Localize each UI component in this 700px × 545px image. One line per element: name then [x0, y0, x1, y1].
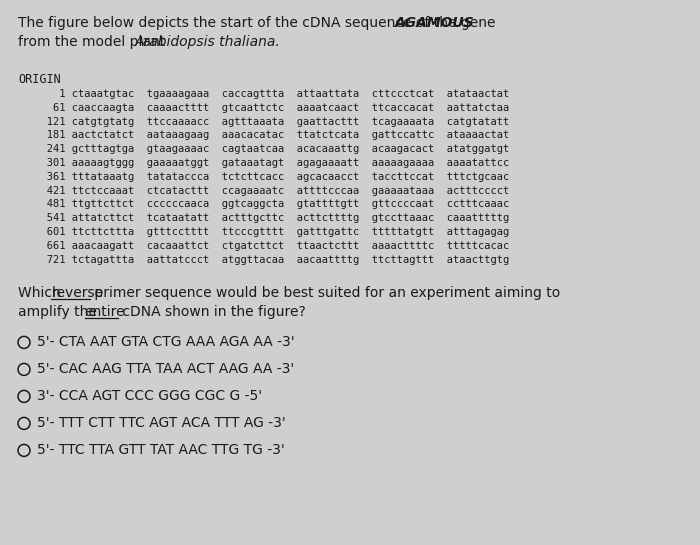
Text: primer sequence would be best suited for an experiment aiming to: primer sequence would be best suited for…: [90, 287, 561, 300]
Text: Which: Which: [18, 287, 65, 300]
Text: 5'- CTA AAT GTA CTG AAA AGA AA -3': 5'- CTA AAT GTA CTG AAA AGA AA -3': [37, 335, 295, 349]
Text: amplify the: amplify the: [18, 305, 102, 319]
Text: 241 gctttagtga  gtaagaaaac  cagtaatcaa  acacaaattg  acaagacact  atatggatgt: 241 gctttagtga gtaagaaaac cagtaatcaa aca…: [28, 144, 510, 154]
Text: 361 tttataaatg  tatataccca  tctcttcacc  agcacaacct  taccttccat  tttctgcaac: 361 tttataaatg tatataccca tctcttcacc agc…: [28, 172, 510, 182]
Text: 661 aaacaagatt  cacaaattct  ctgatcttct  ttaactcttt  aaaacttttc  tttttcacac: 661 aaacaagatt cacaaattct ctgatcttct tta…: [28, 241, 510, 251]
Text: 5'- TTT CTT TTC AGT ACA TTT AG -3': 5'- TTT CTT TTC AGT ACA TTT AG -3': [37, 416, 286, 431]
Text: 301 aaaaagtggg  gaaaaatggt  gataaatagt  agagaaaatt  aaaaagaaaa  aaaatattcc: 301 aaaaagtggg gaaaaatggt gataaatagt aga…: [28, 158, 510, 168]
Text: from the model plant: from the model plant: [18, 35, 169, 49]
Text: cDNA shown in the figure?: cDNA shown in the figure?: [118, 305, 306, 319]
Text: 1 ctaaatgtac  tgaaaagaaa  caccagttta  attaattata  cttccctcat  atataactat: 1 ctaaatgtac tgaaaagaaa caccagttta attaa…: [28, 89, 510, 99]
Text: 601 ttcttcttta  gtttcctttt  ttcccgtttt  gatttgattc  tttttatgtt  atttagagag: 601 ttcttcttta gtttcctttt ttcccgtttt gat…: [28, 227, 510, 237]
Text: The figure below depicts the start of the cDNA sequence of the gene: The figure below depicts the start of th…: [18, 16, 500, 30]
Text: reverse: reverse: [51, 287, 104, 300]
Text: 421 ttctccaaat  ctcatacttt  ccagaaaatc  attttcccaa  gaaaaataaa  actttcccct: 421 ttctccaaat ctcatacttt ccagaaaatc att…: [28, 186, 510, 196]
Text: 481 ttgttcttct  ccccccaaca  ggtcaggcta  gtattttgtt  gttccccaat  cctttcaaac: 481 ttgttcttct ccccccaaca ggtcaggcta gta…: [28, 199, 510, 209]
Text: 541 attatcttct  tcataatatt  actttgcttc  acttcttttg  gtccttaaac  caaatttttg: 541 attatcttct tcataatatt actttgcttc act…: [28, 213, 510, 223]
Text: 3'- CCA AGT CCC GGG CGC G -5': 3'- CCA AGT CCC GGG CGC G -5': [37, 389, 262, 403]
Text: 721 tctagattta  aattatccct  atggttacaa  aacaattttg  ttcttagttt  ataacttgtg: 721 tctagattta aattatccct atggttacaa aac…: [28, 255, 510, 265]
Text: 5'- TTC TTA GTT TAT AAC TTG TG -3': 5'- TTC TTA GTT TAT AAC TTG TG -3': [37, 444, 285, 457]
Text: AGAMOUS: AGAMOUS: [395, 16, 475, 30]
Text: 121 catgtgtatg  ttccaaaacc  agtttaaata  gaattacttt  tcagaaaata  catgtatatt: 121 catgtgtatg ttccaaaacc agtttaaata gaa…: [28, 117, 510, 126]
Text: ORIGIN: ORIGIN: [18, 73, 61, 86]
Text: 5'- CAC AAG TTA TAA ACT AAG AA -3': 5'- CAC AAG TTA TAA ACT AAG AA -3': [37, 362, 294, 377]
Text: 181 aactctatct  aataaagaag  aaacacatac  ttatctcata  gattccattc  ataaaactat: 181 aactctatct aataaagaag aaacacatac tta…: [28, 130, 510, 141]
Text: Arabidopsis thaliana.: Arabidopsis thaliana.: [134, 35, 280, 49]
Text: entire: entire: [85, 305, 125, 319]
Text: 61 caaccaagta  caaaactttt  gtcaattctc  aaaatcaact  ttcaccacat  aattatctaa: 61 caaccaagta caaaactttt gtcaattctc aaaa…: [28, 103, 510, 113]
